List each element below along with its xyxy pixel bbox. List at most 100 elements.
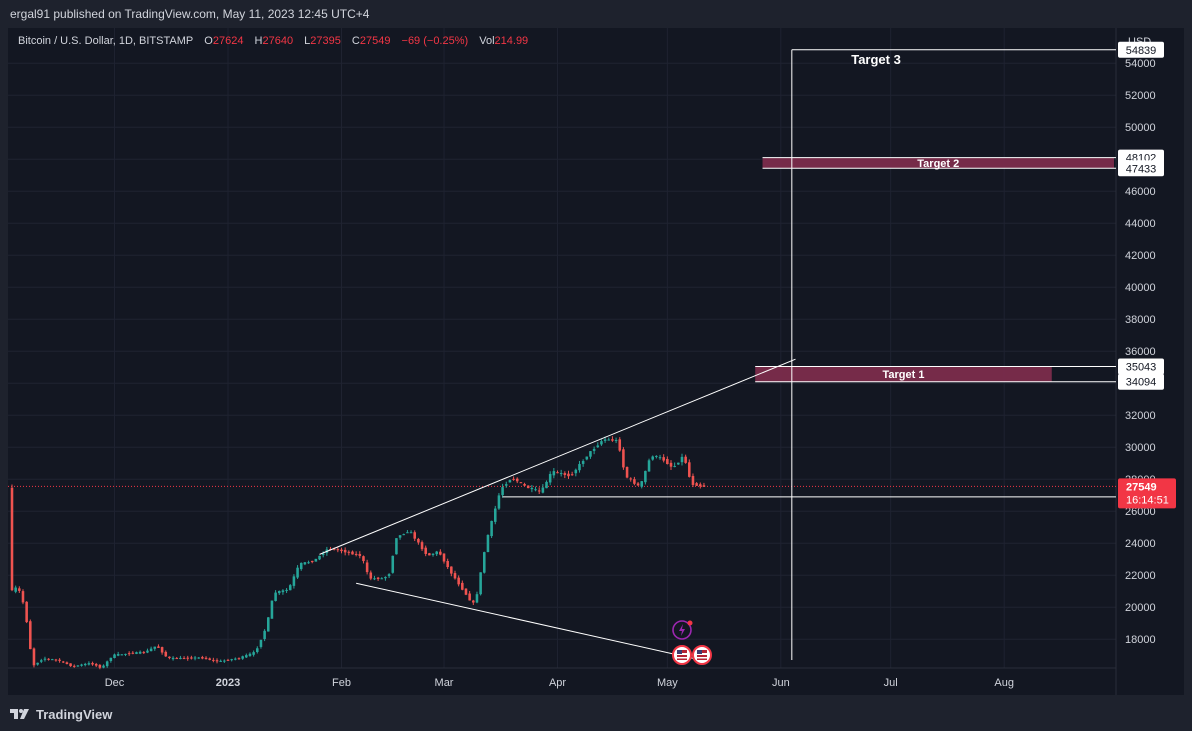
candle-body <box>651 456 654 460</box>
candle-body <box>450 566 453 574</box>
candle-body <box>175 658 179 660</box>
candle-body <box>574 469 578 474</box>
candle-body <box>589 451 592 457</box>
x-tick-label: Apr <box>549 677 566 689</box>
candle-body <box>277 591 281 594</box>
candle-body <box>636 483 640 486</box>
event-dot-icon <box>687 620 693 626</box>
legend-high-label: H <box>254 35 263 47</box>
candle-body <box>288 585 292 591</box>
legend-open-value: 27624 <box>212 35 244 47</box>
x-tick-label: Jun <box>772 677 790 689</box>
candle-body <box>530 487 534 490</box>
candle-body <box>622 449 625 468</box>
candle-body <box>376 577 380 580</box>
candle-body <box>230 659 233 661</box>
lower-trendline[interactable] <box>356 582 708 663</box>
candle-body <box>691 475 695 485</box>
candle-body <box>391 555 395 573</box>
candle-body <box>439 551 442 555</box>
candle-body <box>647 460 651 472</box>
legend-low-value: 27395 <box>310 35 341 47</box>
candle-body <box>29 621 32 650</box>
candle-body <box>515 478 519 482</box>
target-zone[interactable] <box>762 157 1114 169</box>
candle-body <box>395 538 398 555</box>
flag-canton-icon <box>696 650 702 654</box>
candle-body <box>321 553 325 556</box>
price-axis-label: 34094 <box>1126 377 1157 389</box>
candle-body <box>256 648 259 653</box>
x-tick-label: Aug <box>994 677 1014 689</box>
candle-body <box>457 577 460 585</box>
upper-trendline[interactable] <box>319 358 796 555</box>
candle-body <box>91 662 94 665</box>
legend-symbol[interactable]: Bitcoin / U.S. Dollar, 1D, BITSTAMP <box>18 35 194 47</box>
candle-body <box>424 547 427 554</box>
candle-body <box>552 471 556 476</box>
y-tick-label: 44000 <box>1125 218 1156 230</box>
tradingview-brand[interactable]: TradingView <box>36 706 113 722</box>
chart-frame[interactable] <box>8 28 1184 695</box>
candle-body <box>131 652 135 654</box>
candle-body <box>563 473 567 475</box>
candle-body <box>285 589 288 591</box>
legend-high-value: 27640 <box>262 35 294 47</box>
target-zone[interactable] <box>755 366 1052 382</box>
candle-body <box>409 532 413 534</box>
candle-body <box>490 520 493 537</box>
candle-body <box>384 576 387 579</box>
candle-body <box>479 572 482 595</box>
candle-body <box>109 657 113 661</box>
candle-body <box>50 659 54 661</box>
candle-body <box>215 660 219 662</box>
candle-body <box>486 534 490 553</box>
flash-icon[interactable] <box>672 620 692 640</box>
y-tick-label: 18000 <box>1125 634 1156 646</box>
candle-body <box>673 466 676 468</box>
candle-body <box>508 480 512 483</box>
candle-countdown: 16:14:51 <box>1126 494 1169 506</box>
candle-body <box>351 551 354 555</box>
candle-body <box>669 462 673 467</box>
candle-body <box>640 481 643 487</box>
y-tick-label: 52000 <box>1125 90 1156 102</box>
candle-body <box>40 660 43 662</box>
candle-body <box>475 594 479 603</box>
candle-body <box>61 661 65 663</box>
candle-body <box>69 663 72 667</box>
candle-body <box>296 567 299 578</box>
candle-body <box>32 648 36 666</box>
candle-body <box>164 651 168 657</box>
last-price-badge <box>1118 478 1176 509</box>
candle-body <box>223 660 226 662</box>
candle-body <box>358 554 362 556</box>
candle-body <box>545 481 548 489</box>
candle-body <box>398 535 402 538</box>
candle-body <box>310 560 314 563</box>
candle-body <box>193 657 197 659</box>
candle-body <box>124 653 127 655</box>
candle-body <box>10 487 14 591</box>
x-tick-label: Dec <box>105 677 125 689</box>
flag-stripe-white-icon <box>696 657 707 659</box>
candle-body <box>526 485 530 489</box>
candle-body <box>464 588 468 595</box>
candle-body <box>314 558 318 562</box>
y-tick-label: 46000 <box>1125 186 1156 198</box>
target-zone-label: Target 1 <box>882 369 924 381</box>
legend-close-label: C <box>351 35 360 47</box>
candle-body <box>603 439 607 441</box>
candle-body <box>614 440 618 442</box>
candle-body <box>512 478 515 480</box>
candle-body <box>21 591 25 603</box>
candle-body <box>365 562 369 573</box>
candle-body <box>629 478 633 480</box>
candle-body <box>406 532 409 534</box>
candle-body <box>146 650 149 653</box>
candle-body <box>80 664 83 666</box>
candle-body <box>259 639 263 647</box>
candle-body <box>501 487 504 496</box>
y-tick-label: 22000 <box>1125 570 1156 582</box>
